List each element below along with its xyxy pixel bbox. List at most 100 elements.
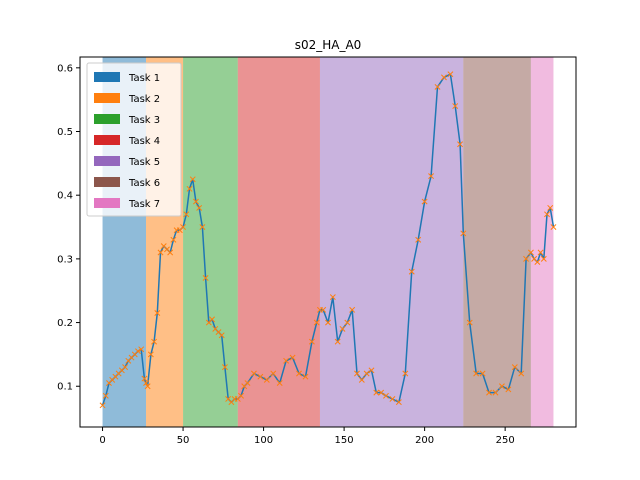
y-tick-label: 0.4 [57,191,73,202]
data-point [209,316,216,323]
data-point [144,383,151,390]
data-point [421,198,428,205]
x-tick-label: 0 [99,435,105,446]
data-point [157,249,164,256]
data-point [383,392,389,399]
data-point [196,204,203,211]
data-point [308,338,315,345]
data-point [457,141,464,148]
data-point [373,389,380,396]
legend-label-1: Task 1 [128,73,160,84]
axis-ticks: 0 50 100 150 200 250 0.1 0.2 0.3 0.4 0.5 0.6 [57,63,515,446]
data-point [544,211,550,218]
data-point [550,224,557,230]
data-point [313,319,320,326]
data-point [154,310,161,316]
data-point [408,268,415,275]
data-point [238,392,244,399]
data-point [192,198,199,205]
x-tick-label: 250 [496,435,515,446]
data-point [523,255,530,262]
data-point [492,389,499,396]
legend-label-6: Task 6 [128,178,160,189]
y-tick-label: 0.3 [57,254,73,265]
data-point [466,319,473,326]
legend-swatch-7 [94,198,120,208]
task-span-4 [237,57,320,427]
data-point [505,386,512,393]
data-point [270,370,277,377]
data-point [141,375,148,382]
y-tick-label: 0.5 [57,127,73,138]
data-point [199,224,206,230]
data-point [368,367,375,374]
x-tick-label: 150 [335,435,354,446]
data-point [363,370,370,377]
data-point [440,74,447,81]
data-point [99,402,106,409]
data-point [486,389,492,396]
data-point [473,370,480,377]
data-point [389,396,396,402]
legend-label-4: Task 4 [128,136,160,147]
y-tick-label: 0.2 [57,318,73,329]
data-point [218,332,225,339]
task-span-3 [183,57,238,427]
data-point [511,364,518,371]
data-point [263,376,270,383]
data-point [186,185,193,192]
x-tick-label: 200 [415,435,434,446]
task-span-7 [530,57,554,427]
legend-label-2: Task 2 [128,94,160,105]
data-point [339,325,346,332]
y-tick-label: 0.1 [57,382,73,393]
data-point [202,275,209,281]
data-point [452,103,459,109]
data-point [276,380,283,387]
legend-swatch-6 [94,177,120,187]
data-point [434,83,441,90]
chart-title: s02_HA_A0 [295,38,362,52]
data-point [378,389,385,396]
data-point [534,259,541,266]
legend-label-5: Task 5 [128,157,160,168]
data-point [289,354,296,361]
data-point [349,306,356,313]
data-point [283,357,290,364]
data-point [428,173,435,180]
data-point [395,399,402,406]
data-point [415,236,422,243]
data-point [358,376,365,383]
data-point [329,294,336,301]
data-point [189,176,196,183]
data-point [296,370,302,377]
data-point [250,370,257,377]
data-point [479,370,486,377]
data-point [302,373,309,380]
legend-swatch-1 [94,72,120,82]
legend: Task 1 Task 2 Task 3 Task 4 Task 5 Task 6 Task… [86,62,182,217]
x-tick-label: 50 [177,435,190,446]
data-point [354,370,360,377]
data-point [527,249,534,256]
data-point [170,236,177,243]
data-point [151,338,158,345]
legend-label-3: Task 3 [128,115,160,126]
data-point [325,319,331,326]
x-tick-label: 100 [254,435,273,446]
data-point [344,319,351,326]
data-point [122,364,129,371]
legend-swatch-5 [94,156,120,166]
data-point [183,211,190,218]
data-point [334,338,341,345]
data-point [135,348,141,355]
axes-frame [79,56,577,428]
data-point [540,255,547,262]
y-tick-label: 0.6 [57,63,73,74]
data-point [167,249,174,256]
data-point [402,370,409,377]
legend-swatch-3 [94,114,120,124]
data-point [320,306,327,313]
data-point [498,383,505,390]
